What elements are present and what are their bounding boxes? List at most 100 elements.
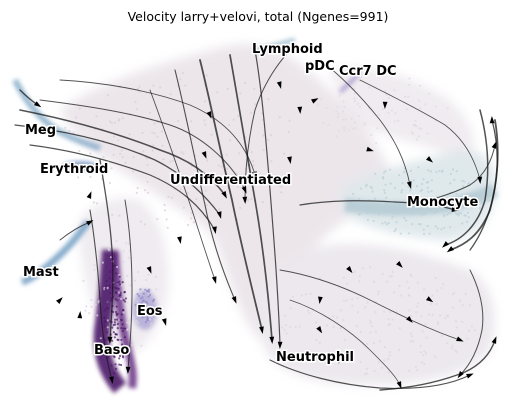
- cell-point: [115, 310, 118, 314]
- cell-point: [144, 315, 147, 318]
- cell-point: [315, 321, 318, 324]
- cell-point: [408, 232, 411, 235]
- cell-point: [153, 132, 156, 135]
- cell-point: [122, 298, 125, 302]
- cell-point: [119, 152, 122, 155]
- cell-point: [117, 139, 120, 142]
- velocity-arrowhead: [316, 326, 323, 334]
- cell-point: [146, 191, 150, 194]
- cell-point: [114, 291, 118, 294]
- cell-point: [105, 280, 108, 283]
- cell-point: [440, 334, 444, 337]
- cell-point: [134, 279, 137, 282]
- cell-point: [280, 185, 283, 188]
- cell-point: [400, 189, 404, 192]
- cell-point: [210, 133, 213, 136]
- cell-point: [128, 133, 131, 136]
- cell-point: [80, 169, 83, 172]
- cell-point: [383, 346, 386, 349]
- velocity-arrowhead: [259, 326, 264, 334]
- cell-point: [237, 115, 240, 118]
- cell-point: [122, 250, 125, 253]
- cell-point: [150, 322, 153, 325]
- cluster-label-baso: Baso: [94, 343, 129, 358]
- cell-point: [144, 307, 147, 310]
- cell-point: [126, 328, 129, 331]
- cell-point: [117, 291, 120, 294]
- cell-point: [375, 142, 378, 145]
- cell-point: [291, 295, 295, 298]
- cell-point: [440, 287, 443, 290]
- cell-point: [126, 274, 129, 277]
- cell-point: [106, 347, 109, 351]
- cell-point: [353, 92, 356, 95]
- cell-point: [103, 325, 106, 328]
- cell-point: [410, 335, 414, 338]
- cell-point: [146, 164, 149, 167]
- cell-point: [419, 351, 422, 354]
- cell-point: [447, 212, 450, 215]
- cell-point: [116, 281, 119, 284]
- cell-point: [108, 181, 112, 185]
- cell-point: [487, 193, 490, 197]
- cell-point: [392, 210, 395, 213]
- cell-point: [384, 89, 387, 93]
- cell-point: [254, 103, 257, 106]
- cell-point: [146, 318, 149, 321]
- cell-point: [460, 212, 463, 215]
- cell-point: [111, 326, 114, 329]
- cell-point: [62, 165, 65, 168]
- cell-point: [89, 175, 92, 179]
- velocity-arrowhead: [177, 236, 182, 244]
- cell-point: [373, 203, 376, 206]
- cell-point: [109, 344, 112, 347]
- cell-point: [288, 119, 291, 122]
- cell-point: [447, 315, 450, 318]
- cell-point: [225, 153, 228, 156]
- cell-point: [422, 354, 425, 357]
- cell-point: [411, 340, 415, 343]
- cell-point: [187, 192, 190, 195]
- cell-point: [415, 138, 418, 141]
- cell-point: [372, 219, 375, 222]
- cell-point: [169, 93, 172, 96]
- cell-point: [114, 264, 117, 267]
- cell-point: [387, 317, 390, 321]
- cell-point: [92, 201, 95, 204]
- cell-point: [383, 171, 386, 174]
- cell-point: [382, 310, 386, 313]
- cell-point: [383, 359, 386, 362]
- cell-point: [383, 191, 386, 194]
- cell-point: [117, 350, 121, 353]
- velocity-arrowhead: [109, 376, 114, 384]
- cell-point: [239, 92, 242, 95]
- cell-point: [435, 303, 438, 306]
- cell-point: [123, 290, 126, 294]
- cell-point: [140, 301, 143, 304]
- velocity-arrowhead: [206, 111, 212, 119]
- cell-point: [117, 295, 121, 298]
- cell-point: [377, 361, 380, 364]
- streamline: [469, 119, 498, 251]
- cell-point: [424, 212, 427, 215]
- cell-point: [135, 308, 138, 311]
- cell-point: [195, 197, 198, 201]
- cell-point: [239, 206, 242, 209]
- cell-point: [112, 135, 116, 138]
- velocity-arrowhead: [86, 220, 94, 226]
- cell-point: [108, 354, 111, 357]
- cell-point: [384, 170, 387, 173]
- cell-point: [387, 97, 390, 100]
- cell-point: [473, 329, 477, 332]
- cell-point: [267, 138, 270, 141]
- velocity-arrowhead: [161, 318, 167, 326]
- cell-point: [358, 213, 361, 216]
- cell-point: [373, 369, 376, 373]
- cell-point: [115, 333, 118, 336]
- cell-point: [455, 326, 458, 329]
- cell-point: [142, 150, 145, 153]
- cell-point: [407, 286, 410, 290]
- cell-point: [425, 352, 428, 355]
- cell-point: [216, 177, 219, 180]
